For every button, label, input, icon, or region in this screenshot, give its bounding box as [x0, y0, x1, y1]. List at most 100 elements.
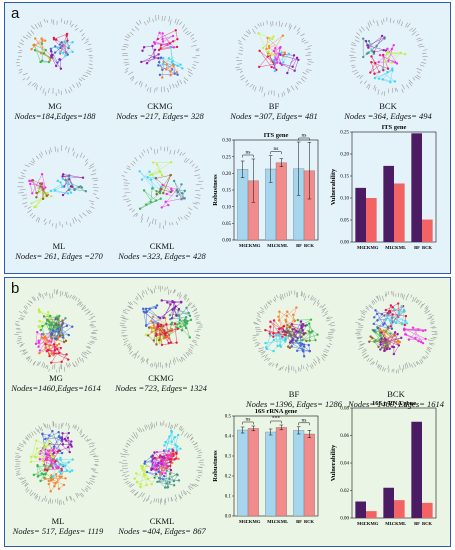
- bar-ckml: [394, 500, 405, 518]
- network-cluster-group: [30, 32, 74, 70]
- chart-title: ITS gene: [264, 132, 289, 139]
- y-tick-label: 0.20: [340, 153, 349, 158]
- vulnerability-chart-16s: 16S r RNA gene 0.00 0.02 0.04 0.06 0.08 Vulner…: [326, 398, 448, 544]
- network-cluster-group: [361, 34, 407, 84]
- x-category-label: ML: [267, 519, 274, 524]
- network-caption: CKML Nodes =404, Edges= 867: [118, 516, 206, 536]
- network-caption: BF Nodes =1396, Edges= 1286: [246, 389, 342, 409]
- significance-bracket: [270, 151, 282, 155]
- x-category-label: BCK: [304, 519, 314, 524]
- network-caption: BCK Nodes =364, Edges= 494: [344, 101, 432, 121]
- y-tick-label: 0.05: [222, 222, 231, 227]
- y-tick-label: 0.1: [225, 495, 232, 500]
- network-bf-16s: [250, 288, 338, 376]
- network-caption: ML Nodes= 517, Edges= 1119: [12, 516, 104, 536]
- bar-ml: [383, 487, 394, 518]
- network-cluster-group: [264, 306, 319, 358]
- bar-bck: [422, 502, 433, 518]
- network-caption: MG Nodes=1460,Edges=1614: [11, 373, 101, 393]
- bar-ml: [265, 431, 277, 517]
- network-caption: BCK Nodes= 1460, Edges= 1614: [348, 389, 444, 409]
- network-ckmg-16s: [117, 283, 205, 371]
- bar-mg: [355, 187, 366, 242]
- network-cluster-group: [257, 32, 300, 75]
- network-cluster-group: [28, 173, 87, 209]
- y-axis-label: Robustness: [212, 450, 219, 482]
- outer-node-ring: [349, 17, 428, 96]
- x-category-label: CKMG: [246, 519, 261, 524]
- x-category-label: MG: [239, 243, 247, 248]
- x-category-label: CKMG: [246, 243, 261, 248]
- x-category-label: ML: [385, 245, 392, 250]
- x-category-label: CKML: [392, 521, 406, 526]
- x-category-label: BF: [296, 519, 302, 524]
- x-category-label: MG: [357, 245, 365, 250]
- outer-node-ring: [17, 145, 100, 229]
- network-caption: BF Nodes =307, Edges= 481: [230, 101, 318, 121]
- bar-bf: [293, 430, 305, 517]
- y-axis-label: Vulnerability: [330, 168, 337, 205]
- y-tick-label: 0.20: [222, 172, 231, 177]
- network-ckml-its: [118, 143, 206, 231]
- bar-ckmg: [366, 511, 377, 518]
- outer-node-ring: [119, 420, 205, 506]
- x-category-label: CKMG: [364, 245, 379, 250]
- y-tick-label: 0.3: [225, 455, 232, 460]
- x-category-label: BF: [414, 521, 420, 526]
- network-cluster-group: [141, 299, 193, 347]
- robustness-chart-16s: 16S rRNA gene 0.0 0.1 0.2 0.3 0.4 0.5 Robustnes…: [208, 404, 330, 544]
- network-cluster-group: [138, 160, 186, 210]
- chart-title: ITS gene: [382, 124, 407, 131]
- significance-label: ns: [302, 133, 307, 139]
- panel-label: b: [11, 280, 20, 297]
- significance-bracket: [242, 154, 254, 158]
- bar-ckml: [275, 427, 287, 517]
- outer-node-ring: [14, 289, 98, 373]
- y-tick-label: 0.4: [225, 435, 232, 440]
- bar-bck: [422, 219, 433, 242]
- network-cluster-group: [133, 429, 182, 489]
- outer-node-ring: [252, 290, 336, 374]
- x-category-label: CKML: [274, 243, 288, 248]
- network-bf-its: [232, 16, 316, 100]
- x-category-label: MG: [239, 519, 247, 524]
- significance-label: ***: [272, 416, 281, 422]
- y-tick-label: 0.02: [340, 489, 349, 494]
- bar-ckml: [275, 162, 287, 241]
- network-ckml-16s: [117, 418, 207, 508]
- bar-mg: [355, 501, 366, 518]
- chart-title: 16S rRNA gene: [255, 408, 298, 415]
- x-category-label: MG: [357, 521, 365, 526]
- outer-node-ring: [235, 20, 314, 98]
- bar-ckmg: [366, 198, 377, 242]
- outer-node-ring: [121, 14, 200, 93]
- x-category-label: BCK: [304, 243, 314, 248]
- y-tick-label: 0.05: [340, 219, 349, 224]
- network-ml-its: [15, 143, 103, 231]
- outer-node-ring: [119, 285, 203, 369]
- vulnerability-chart-its: ITS gene 0.00 0.05 0.10 0.15 0.20 0.25 Vulnerab…: [326, 122, 448, 268]
- bar-bf: [411, 421, 422, 518]
- outer-node-ring: [121, 146, 204, 229]
- significance-label: ns: [246, 417, 251, 423]
- network-caption: ML Nodes= 261, Edges =270: [15, 241, 103, 261]
- y-tick-label: 0.0: [225, 515, 232, 520]
- network-caption: CKMG Nodes =217, Edges= 328: [116, 101, 204, 121]
- network-cluster-group: [368, 302, 427, 356]
- y-tick-label: 0.06: [340, 434, 349, 439]
- x-category-label: CKML: [392, 245, 406, 250]
- y-tick-label: 0.2: [225, 475, 232, 480]
- network-caption: CKML Nodes =323, Edges= 428: [118, 241, 206, 261]
- outer-node-ring: [354, 290, 438, 374]
- bar-bck: [303, 433, 315, 517]
- y-axis-label: Robustness: [212, 174, 219, 206]
- x-category-label: ML: [385, 521, 392, 526]
- bar-mg: [237, 169, 249, 241]
- y-tick-label: 0.10: [222, 205, 231, 210]
- bar-ckmg: [247, 428, 259, 517]
- network-caption: CKMG Nodes =723, Edges= 1324: [115, 373, 207, 393]
- network-cluster-group: [34, 308, 74, 364]
- x-category-label: CKMG: [364, 521, 379, 526]
- robustness-chart-its: ITS gene 0.00 0.05 0.10 0.15 0.20 0.25 0.30 Robu…: [208, 128, 330, 268]
- network-cluster-group: [29, 429, 74, 493]
